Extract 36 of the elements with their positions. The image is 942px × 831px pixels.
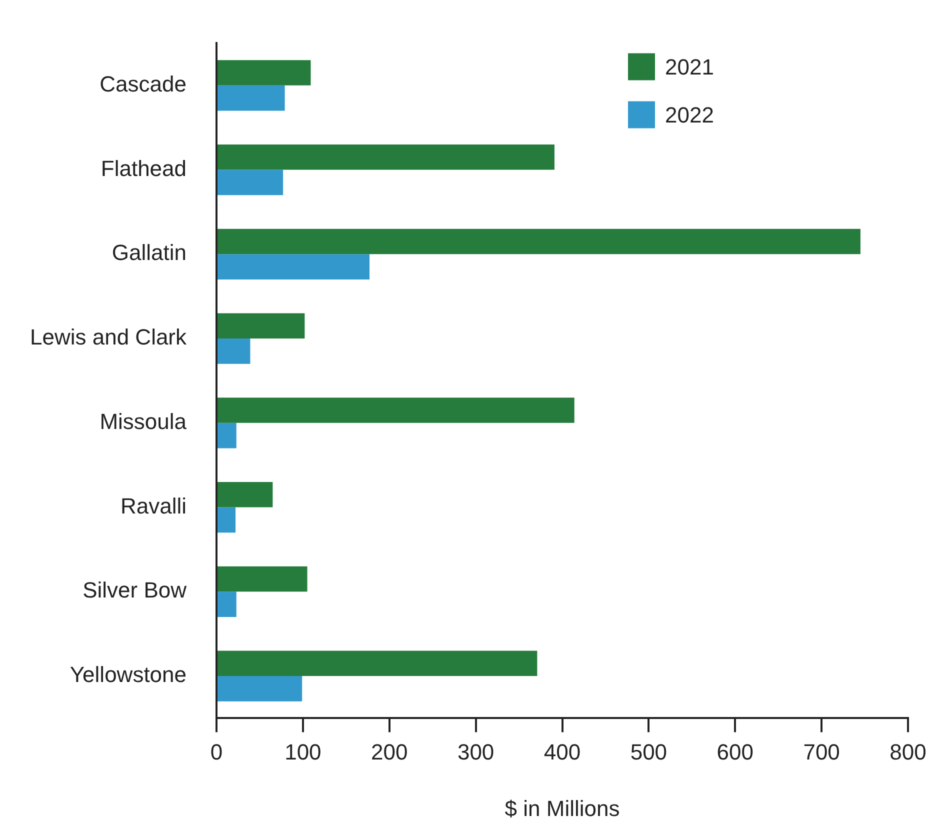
bar [218, 228, 860, 254]
y-tick-label: Cascade [100, 71, 187, 96]
y-tick-label: Lewis and Clark [30, 324, 188, 350]
bar [218, 60, 311, 86]
bar [218, 650, 538, 676]
bar [218, 398, 574, 423]
bar [218, 676, 302, 702]
bar [218, 507, 236, 533]
x-tick-label: 500 [630, 739, 668, 764]
bar [218, 422, 236, 448]
x-axis-title: $ in Millions [504, 796, 620, 821]
x-tick-label: 700 [803, 739, 840, 764]
bar [218, 566, 308, 592]
bar [218, 313, 305, 339]
bar [218, 592, 236, 617]
x-tick-label: 200 [371, 739, 408, 764]
bar [218, 144, 554, 170]
y-tick-label: Yellowstone [70, 662, 187, 688]
x-tick-label: 600 [716, 739, 754, 764]
y-tick-label: Silver Bow [82, 578, 187, 603]
bar [218, 170, 284, 196]
x-tick-label: 100 [284, 739, 322, 764]
y-tick-label: Gallatin [112, 240, 187, 266]
bar [218, 254, 370, 280]
y-tick-label: Missoula [100, 408, 188, 434]
x-tick-label: 300 [457, 739, 494, 764]
bar [218, 338, 250, 364]
legend-label: 2021 [665, 54, 714, 80]
bar [218, 85, 285, 111]
legend-label: 2022 [665, 102, 714, 128]
x-tick-label: 800 [890, 739, 926, 764]
bar [218, 482, 273, 508]
y-tick-label: Flathead [100, 156, 187, 181]
x-tick-label: 0 [210, 739, 223, 764]
x-tick-label: 400 [544, 739, 581, 764]
y-tick-label: Ravalli [120, 493, 187, 518]
